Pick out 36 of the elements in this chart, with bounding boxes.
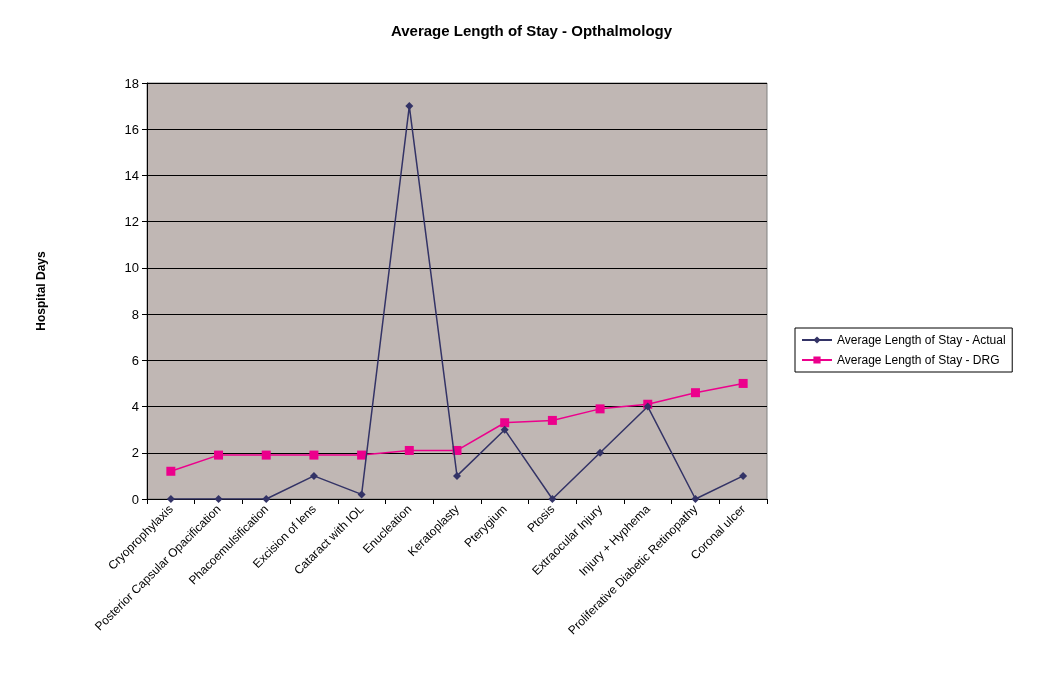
y-axis-title: Hospital Days	[34, 250, 48, 331]
y-tick-label: 0	[131, 491, 139, 507]
y-tick-label: 2	[131, 445, 139, 461]
legend-label: Average Length of Stay - DRG	[837, 353, 1000, 367]
legend-label: Average Length of Stay - Actual	[837, 333, 1006, 347]
y-tick-label: 14	[124, 167, 139, 183]
point	[738, 378, 748, 388]
point	[690, 388, 700, 398]
point	[547, 415, 557, 425]
point	[214, 495, 223, 503]
point	[595, 404, 605, 414]
point	[596, 448, 605, 457]
y-tick-label: 16	[124, 121, 139, 137]
point	[500, 418, 510, 428]
point	[453, 471, 461, 480]
point	[166, 466, 176, 476]
point	[309, 450, 319, 460]
point	[357, 450, 367, 460]
point	[691, 495, 700, 503]
point	[500, 425, 509, 434]
point	[357, 490, 366, 499]
y-tick-label: 10	[124, 260, 139, 276]
y-tick-label: 6	[131, 352, 139, 368]
point	[214, 450, 224, 460]
y-tick-label: 4	[131, 399, 139, 415]
point	[309, 471, 318, 480]
point	[404, 445, 414, 455]
y-tick-label: 8	[131, 306, 139, 322]
chart-title: Average Length of Stay - Opthalmology	[390, 22, 673, 39]
y-tick-label: 18	[124, 75, 139, 91]
point	[166, 495, 175, 503]
point	[261, 450, 271, 460]
point	[739, 471, 748, 480]
point	[548, 495, 557, 503]
y-tick-label: 12	[124, 214, 139, 230]
point	[262, 495, 271, 503]
